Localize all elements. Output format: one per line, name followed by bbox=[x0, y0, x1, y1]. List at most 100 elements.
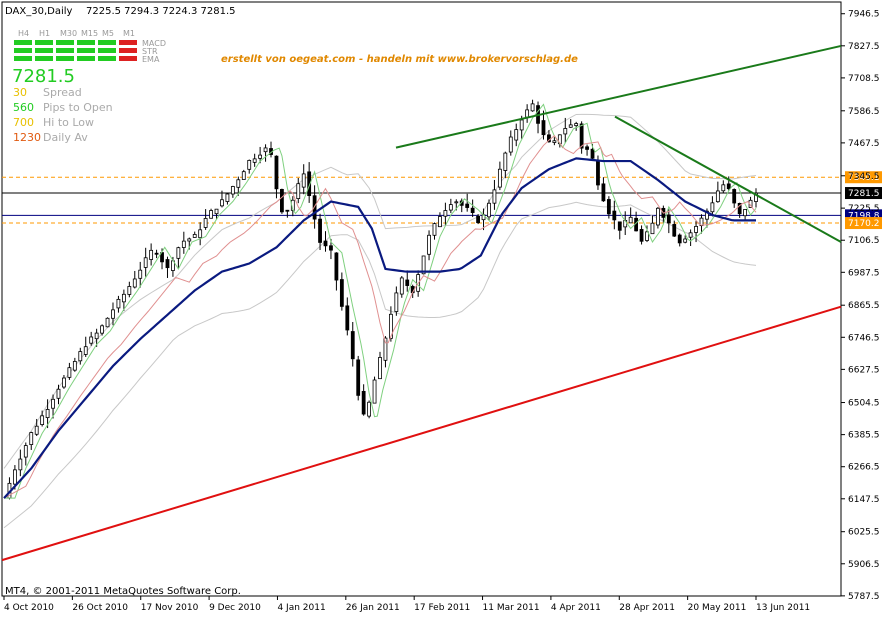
plot-frame bbox=[1, 1, 842, 597]
y-tick-label: 6627.5 bbox=[848, 365, 880, 375]
candle bbox=[334, 252, 339, 291]
candle bbox=[754, 188, 758, 208]
candle bbox=[318, 213, 322, 251]
y-tick-label: 7586.5 bbox=[848, 107, 880, 117]
x-tick-label: 4 Apr 2011 bbox=[551, 603, 601, 613]
candle bbox=[497, 161, 502, 191]
candle bbox=[487, 199, 491, 221]
candle bbox=[263, 144, 268, 162]
signal-cell bbox=[77, 56, 95, 61]
candle bbox=[666, 209, 671, 234]
candle bbox=[470, 199, 475, 218]
candle bbox=[34, 418, 39, 436]
copyright-text: MT4, © 2001-2011 MetaQuotes Software Cor… bbox=[5, 586, 241, 597]
signal-cell bbox=[56, 56, 74, 61]
price-level-label: 7198.8 bbox=[848, 211, 880, 221]
timeframe-label: H4 bbox=[18, 29, 29, 38]
candle bbox=[116, 295, 121, 313]
candle bbox=[100, 324, 104, 336]
price-level-tag bbox=[845, 217, 882, 230]
candle bbox=[438, 212, 442, 228]
candle bbox=[225, 193, 230, 205]
candle bbox=[617, 221, 622, 240]
y-tick-label: 5787.5 bbox=[848, 592, 880, 602]
candle bbox=[18, 449, 23, 477]
candle bbox=[78, 347, 83, 365]
candle bbox=[683, 235, 688, 244]
trendlines bbox=[1, 44, 842, 562]
candle bbox=[149, 243, 154, 266]
candle bbox=[296, 178, 301, 204]
candle bbox=[252, 153, 257, 167]
y-tick-label: 6865.5 bbox=[848, 301, 880, 311]
candle bbox=[492, 179, 497, 210]
candle bbox=[672, 220, 677, 237]
candle bbox=[111, 302, 115, 326]
y-tick-label: 6504.5 bbox=[848, 399, 880, 409]
candle bbox=[285, 209, 290, 218]
signal-cell bbox=[77, 48, 95, 53]
y-tick-label: 5906.5 bbox=[848, 560, 880, 570]
y-tick-label: 6266.5 bbox=[848, 463, 880, 473]
candle bbox=[40, 410, 45, 427]
candle bbox=[514, 123, 519, 147]
candle bbox=[372, 376, 377, 404]
indicator-label: EMA bbox=[142, 55, 160, 64]
timeframe-label: M5 bbox=[102, 29, 114, 38]
candle bbox=[220, 190, 224, 208]
candle bbox=[154, 249, 159, 259]
candle bbox=[541, 110, 546, 140]
candle bbox=[83, 336, 88, 357]
candle bbox=[677, 233, 682, 247]
signal-cell bbox=[98, 40, 116, 45]
signal-cell bbox=[14, 40, 32, 45]
x-tick-label: 28 Apr 2011 bbox=[619, 603, 675, 613]
y-tick-label: 6987.5 bbox=[848, 268, 880, 278]
x-tick-label: 26 Oct 2010 bbox=[72, 603, 128, 613]
candle bbox=[639, 225, 644, 245]
candle bbox=[198, 222, 203, 246]
signal-cell bbox=[56, 40, 74, 45]
stat-label: Daily Av bbox=[43, 131, 88, 144]
timeframe-label: H1 bbox=[39, 29, 50, 38]
candle bbox=[301, 164, 306, 195]
signal-cell bbox=[119, 48, 137, 53]
x-tick-label: 13 Jun 2011 bbox=[756, 603, 810, 613]
timeframe-label: M30 bbox=[60, 29, 77, 38]
candle bbox=[361, 384, 366, 416]
candle bbox=[628, 207, 633, 224]
signal-cell bbox=[77, 40, 95, 45]
candle bbox=[274, 155, 279, 199]
candle bbox=[552, 137, 557, 146]
candle bbox=[165, 256, 170, 278]
y-tick-label: 6147.5 bbox=[848, 495, 880, 505]
stat-value: 560 bbox=[13, 101, 34, 114]
candle bbox=[280, 188, 284, 214]
signal-cell bbox=[35, 48, 53, 53]
candle bbox=[732, 188, 737, 208]
y-axis: 7946.5 7827.5 7708.5 7586.5 7467.5 7345.5 7225… bbox=[841, 10, 880, 602]
candle bbox=[399, 276, 404, 298]
candle bbox=[601, 177, 606, 202]
candle bbox=[743, 209, 748, 221]
current-price: 7281.5 bbox=[12, 66, 75, 87]
candle bbox=[203, 209, 208, 230]
candle bbox=[645, 225, 649, 243]
indicator-label: STR bbox=[142, 47, 158, 56]
trendline-upper-resistance bbox=[395, 44, 842, 149]
symbol-label: DAX_30,Daily bbox=[5, 6, 73, 17]
candle bbox=[563, 117, 568, 143]
bollinger-bands bbox=[3, 113, 757, 529]
candle bbox=[67, 362, 72, 380]
y-tick-label: 7106.5 bbox=[848, 236, 880, 246]
candle bbox=[51, 394, 55, 419]
candle bbox=[345, 297, 350, 336]
candle bbox=[132, 270, 137, 289]
candle bbox=[568, 119, 573, 128]
candle bbox=[405, 270, 410, 292]
candle bbox=[241, 169, 246, 180]
